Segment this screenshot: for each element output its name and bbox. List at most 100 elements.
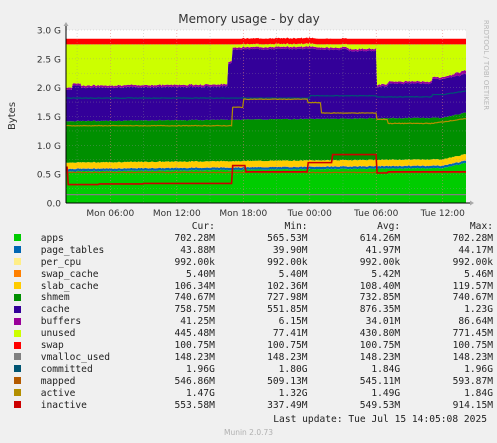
legend-cur: 992.00k [174,256,215,268]
legend-cur: 546.86M [174,375,215,387]
legend-avg: 430.80M [359,328,401,340]
col-header-max: Max: [469,221,493,232]
legend-min: 6.15M [278,316,308,328]
legend-name: active [40,387,76,399]
legend-min: 39.90M [272,244,308,256]
legend-name: inactive [40,399,87,411]
x-tick-label: Mon 06:00 [86,209,134,219]
legend-name: cache [40,304,70,316]
legend-swatch [14,246,21,254]
y-tick-label: 0.5 G [37,171,61,181]
legend-swatch-cell [0,245,41,257]
legend-swatch-cell [0,316,41,328]
legend-swatch-cell [0,340,41,352]
legend-max: 148.23M [452,351,493,363]
x-tick-label: Mon 18:00 [219,209,267,219]
legend-swatch [14,353,21,361]
area-buffers [66,45,466,90]
legend-row-shmem: shmem 740.67M 727.98M 732.85M 740.67M [0,292,497,304]
legend-cur: 1.96G [185,363,215,375]
legend-swatch [14,365,21,373]
legend-swatch-cell [0,388,41,400]
legend-swatch-cell [0,304,41,316]
legend-avg: 108.40M [359,280,401,292]
legend-row-per-cpu: per_cpu 992.00k 992.00k 992.00k 992.00k [0,257,497,269]
rrdtool-side-label: RRDTOOL / TOBI OETIKER [482,20,490,110]
legend-avg: 992.00k [359,256,401,268]
legend-min: 102.36M [267,280,308,292]
legend-row-inactive: inactive 553.58M 337.49M 549.53M 914.15M [0,400,497,412]
legend-avg: 1.84G [371,363,401,375]
line-inactive [66,153,466,186]
legend-max: 702.28M [452,232,493,244]
legend-row-cache: cache 758.75M 551.85M 876.35M 1.23G [0,304,497,316]
legend-max: 44.17M [458,244,493,256]
legend-swatch-cell [0,269,41,281]
area-slab-cache [66,153,466,169]
legend-min: 565.53M [267,232,308,244]
legend-cur: 106.34M [174,280,215,292]
legend-swatch [14,401,21,409]
legend-max: 5.46M [464,268,493,280]
legend-swatch [14,305,21,313]
legend-table: Cur: Min: Avg: Max: apps 702.28M 565.53M 61… [0,221,497,412]
legend-min: 148.23M [267,351,308,363]
legend-name: buffers [40,316,82,328]
y-axis-arrow [63,22,69,26]
legend-row-vmalloc-used: vmalloc_used 148.23M 148.23M 148.23M 148.23M [0,352,497,364]
legend-swatch-cell [0,257,41,269]
legend-cur: 41.25M [180,316,215,328]
legend-cur: 758.75M [174,304,215,316]
chart-title: Memory usage - by day [178,12,319,26]
legend-max: 119.57M [452,280,493,292]
x-tick-label: Tue 00:00 [287,209,332,219]
x-tick-label: Mon 12:00 [153,209,201,219]
legend-swatch-cell [0,352,41,364]
x-axis-arrow [470,200,474,206]
y-tick-label: 2.0 G [37,84,61,94]
line-active [65,98,467,127]
legend-max: 1.23G [464,304,493,316]
legend-avg: 549.53M [359,399,401,411]
legend-max: 1.96G [464,363,493,375]
y-tick-label: 2.5 G [37,55,61,65]
legend-avg: 614.26M [359,232,401,244]
legend-min: 100.75M [267,340,308,352]
legend-cur: 43.88M [180,244,215,256]
y-tick-label: 1.0 G [37,142,61,152]
x-tick-label: Tue 06:00 [353,209,398,219]
col-header-avg: Avg: [377,221,401,232]
legend-swatch [14,234,21,242]
legend-swatch [14,329,21,337]
legend-swatch-cell [0,376,41,388]
area-page-tables [66,160,466,172]
legend-name: unused [40,328,76,340]
legend-min: 77.41M [272,328,308,340]
legend-max: 914.15M [452,399,493,411]
last-update: Last update: Tue Jul 15 14:05:08 2025 [273,414,487,425]
legend-name: committed [40,363,93,375]
legend-row-page-tables: page_tables 43.88M 39.90M 41.97M 44.17M [0,245,497,257]
legend-cur: 148.23M [174,351,215,363]
legend-swatch [14,317,21,325]
legend-swatch-cell [0,281,41,293]
legend-swatch [14,377,21,385]
area-shmem [66,112,466,163]
legend-max: 1.84G [464,387,493,399]
y-tick-label: 1.5 G [37,113,61,123]
legend-name: per_cpu [40,256,82,268]
area-swap-cache [66,160,466,170]
legend-avg: 876.35M [359,304,401,316]
legend-min: 551.85M [267,304,308,316]
legend-cur: 702.28M [174,232,215,244]
line-series [65,90,467,196]
legend-avg: 545.11M [359,375,401,387]
legend-min: 1.80G [278,363,308,375]
legend-avg: 41.97M [365,244,401,256]
legend-swatch-cell [0,364,41,376]
legend-max: 771.45M [452,328,493,340]
legend-min: 1.32G [278,387,308,399]
legend-cur: 5.40M [185,268,215,280]
col-header-cur: Cur: [191,221,215,232]
legend-avg: 100.75M [359,340,401,352]
